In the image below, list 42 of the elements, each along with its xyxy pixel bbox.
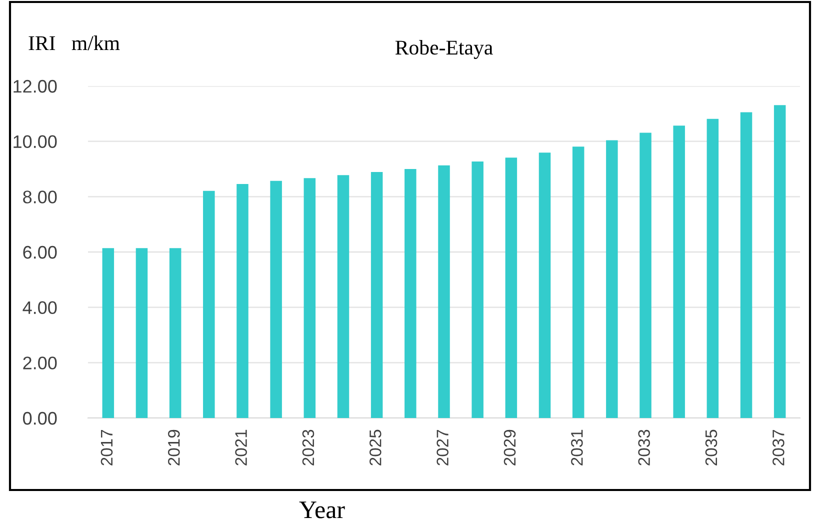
chart-title: Robe-Etaya [395, 40, 493, 59]
bar [538, 152, 551, 418]
x-tick-label: 2019 [168, 430, 180, 466]
y-tick-label: 6.00 [23, 246, 57, 259]
bar [169, 248, 182, 418]
y-axis-title: IRI m/km [28, 36, 120, 50]
y-tick-label: 8.00 [23, 190, 57, 204]
x-tick-label: 2029 [504, 430, 516, 466]
x-tick-label: 2027 [436, 430, 448, 466]
bar [203, 190, 215, 418]
bar [102, 248, 114, 418]
y-tick-label: 4.00 [22, 301, 57, 314]
bar [740, 112, 752, 418]
x-tick-label: 2035 [705, 430, 718, 466]
bar [304, 178, 316, 418]
x-tick-label: 2023 [302, 430, 314, 466]
x-axis-title: Year [299, 502, 345, 518]
x-tick-label: 2037 [772, 430, 784, 466]
y-tick-label: 12.00 [14, 80, 57, 93]
bar [640, 132, 652, 418]
x-tick-label: 2025 [370, 430, 382, 466]
bar [370, 172, 383, 418]
bar [270, 180, 282, 418]
x-tick-label: 2031 [571, 430, 583, 466]
bar [673, 126, 685, 418]
bar [706, 118, 719, 418]
x-tick-label: 2017 [100, 430, 113, 466]
y-tick-label: 10.00 [14, 135, 57, 148]
bar [505, 158, 518, 418]
bar [438, 165, 450, 418]
bar [472, 162, 484, 418]
bar [236, 184, 248, 418]
bar [774, 105, 786, 418]
y-tick-label: 0.00 [23, 412, 57, 425]
bar [572, 146, 584, 418]
bar [606, 140, 618, 418]
bar [337, 175, 350, 418]
x-tick-label: 2033 [638, 430, 650, 466]
bar [136, 248, 148, 418]
y-tick-label: 2.00 [23, 356, 57, 370]
x-tick-label: 2021 [235, 430, 247, 466]
bar [404, 169, 416, 418]
